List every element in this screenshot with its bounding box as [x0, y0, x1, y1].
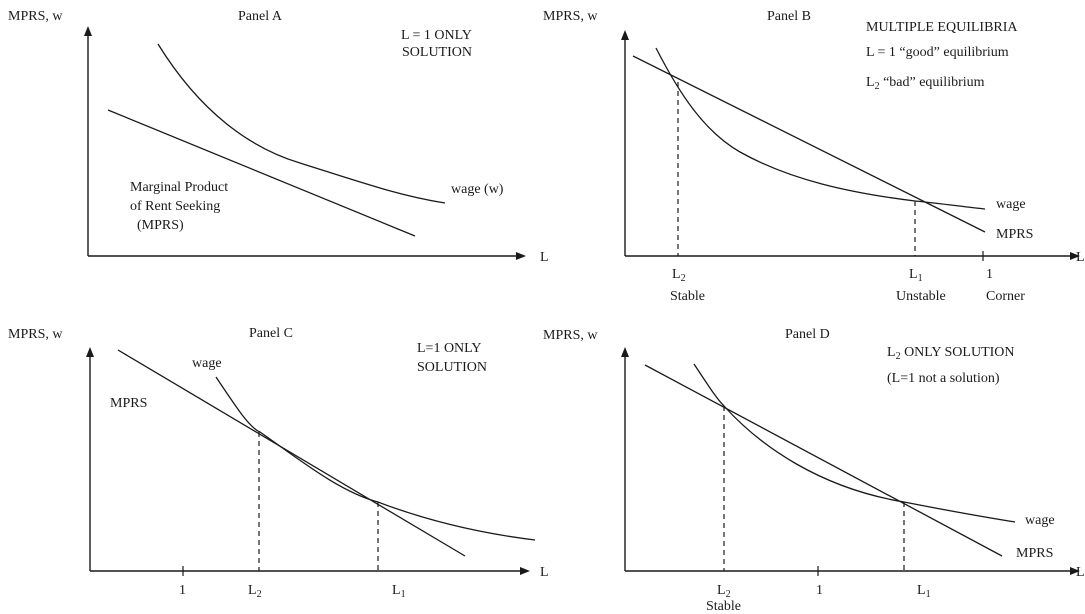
panel-b-wage-curve	[655, 47, 986, 210]
panel-a-mprs-label-line2: of Rent Seeking	[130, 199, 220, 214]
panel-a-title: Panel A	[238, 9, 283, 24]
panel-d-note-line1: L2 ONLY SOLUTION	[887, 345, 1015, 362]
panel-b-mprs-label: MPRS	[996, 227, 1033, 242]
panel-c-note-line1: L=1 ONLY	[417, 341, 481, 356]
panel-d-tick-one-label: 1	[816, 583, 823, 598]
panel-d-x-axis-label: L	[1076, 565, 1085, 580]
panel-a-wage-label: wage (w)	[451, 182, 504, 197]
panel-b-tick-one-label: 1	[986, 267, 993, 282]
panel-d-wage-label: wage	[1025, 513, 1055, 528]
panel-c-y-arrow	[86, 347, 94, 357]
panel-d-stable-label: Stable	[706, 599, 741, 614]
panel-d: MPRS, w L Panel D L2 ONLY SOLUTION (L=1 …	[543, 327, 1085, 614]
panel-a-note-line1: L = 1 ONLY	[401, 28, 472, 43]
panel-d-mprs-label: MPRS	[1016, 546, 1053, 561]
panel-b-wage-label: wage	[996, 197, 1026, 212]
panel-b-y-arrow	[621, 30, 629, 40]
panel-c-mprs-label: MPRS	[110, 396, 147, 411]
panel-b-y-axis-label: MPRS, w	[543, 9, 598, 24]
panel-a-mprs-line	[107, 109, 416, 237]
panel-a-x-axis-label: L	[540, 250, 549, 265]
panel-b-note-line2: L = 1 “good” equilibrium	[866, 45, 1009, 60]
panel-d-note-line2: (L=1 not a solution)	[887, 371, 1000, 386]
panel-d-y-arrow	[621, 347, 629, 357]
panel-d-tick-l1-label: L1	[917, 583, 931, 600]
panel-d-x-arrow	[1070, 567, 1080, 575]
panel-a-x-arrow	[516, 252, 526, 260]
panel-b-note-line1: MULTIPLE EQUILIBRIA	[866, 20, 1018, 35]
panel-c-y-axis-label: MPRS, w	[8, 327, 63, 342]
panel-a-wage-curve	[157, 43, 446, 204]
panel-a-mprs-label-line1: Marginal Product	[130, 180, 228, 195]
panel-a: MPRS, w L Panel A L = 1 ONLY SOLUTION wa…	[8, 9, 549, 265]
panel-d-wage-curve	[693, 363, 1016, 523]
panel-b-corner-label: Corner	[986, 289, 1025, 304]
panel-b-stable-label: Stable	[670, 289, 705, 304]
panel-c-note-line2: SOLUTION	[417, 360, 487, 375]
panel-b-unstable-label: Unstable	[896, 289, 946, 304]
panel-b-tick-l1-label: L1	[909, 267, 923, 284]
panel-c: MPRS, w L Panel C L=1 ONLY SOLUTION wage…	[8, 326, 549, 600]
panel-a-note-line2: SOLUTION	[402, 45, 472, 60]
panel-b: MPRS, w L Panel B MULTIPLE EQUILIBRIA L …	[543, 9, 1085, 304]
panel-b-title: Panel B	[767, 9, 811, 24]
panel-c-tick-one-label: 1	[179, 583, 186, 598]
panel-c-title: Panel C	[249, 326, 293, 341]
panel-c-wage-curve	[215, 376, 536, 541]
panel-c-wage-label: wage	[192, 356, 222, 371]
panel-c-x-arrow	[520, 567, 530, 575]
panel-c-tick-l2-label: L2	[248, 583, 262, 600]
panel-c-tick-l1-label: L1	[392, 583, 406, 600]
panel-a-y-arrow	[84, 26, 92, 36]
panel-c-mprs-line	[117, 349, 466, 557]
panel-a-mprs-label-line3: (MPRS)	[137, 218, 184, 233]
panel-d-y-axis-label: MPRS, w	[543, 328, 598, 343]
panel-d-tick-l2-label: L2	[717, 583, 731, 600]
panel-b-x-arrow	[1070, 252, 1080, 260]
panel-d-title: Panel D	[785, 327, 830, 342]
panel-c-x-axis-label: L	[540, 565, 549, 580]
panel-b-x-axis-label: L	[1076, 250, 1085, 265]
panel-d-mprs-line	[644, 364, 1003, 557]
panel-b-note-line3: L2 “bad” equilibrium	[866, 75, 985, 92]
panel-b-tick-l2-label: L2	[672, 267, 686, 284]
panel-a-y-axis-label: MPRS, w	[8, 9, 63, 24]
